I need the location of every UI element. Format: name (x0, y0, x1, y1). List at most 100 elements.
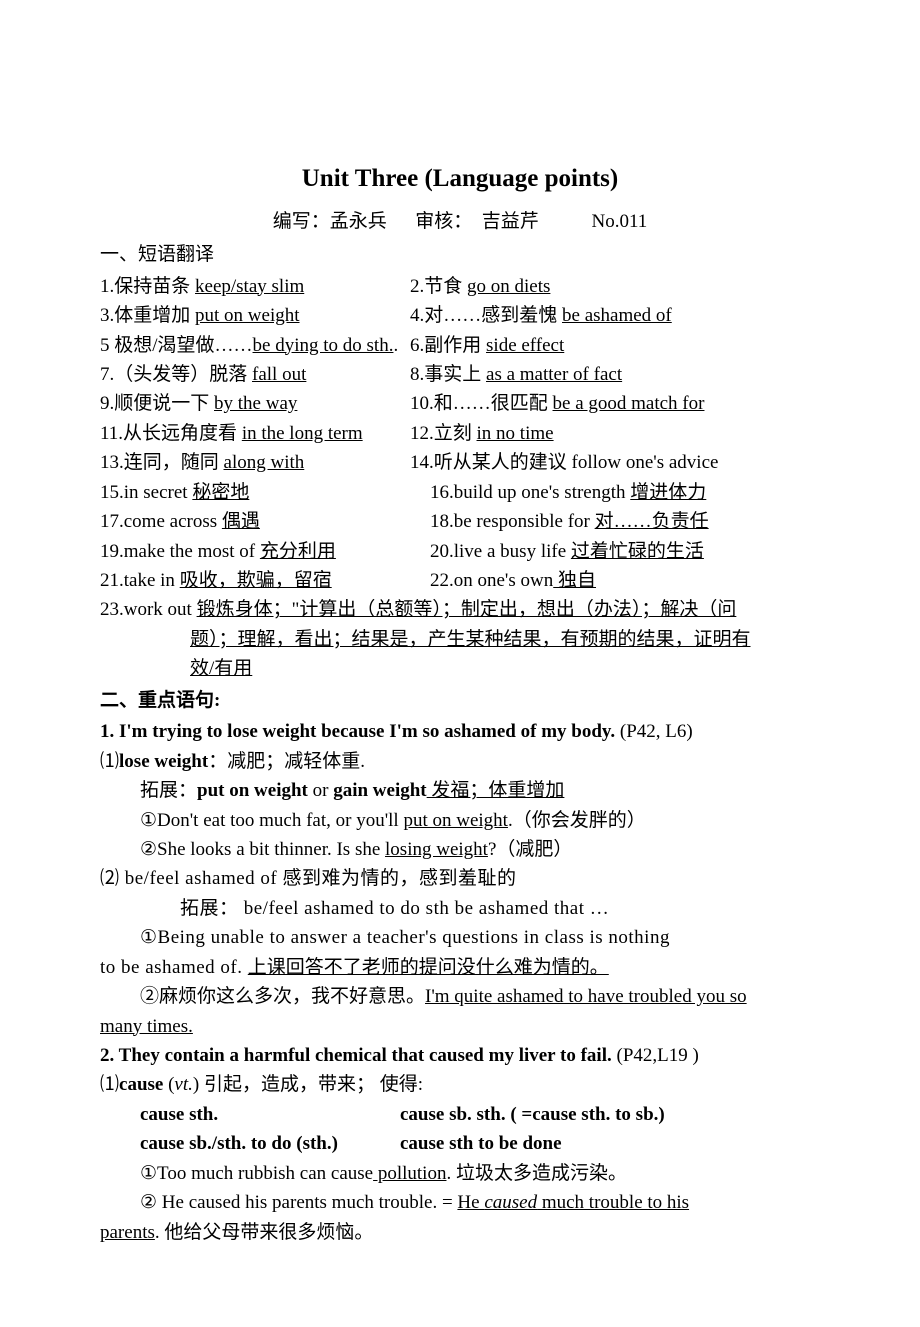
phrase-num: 13. (100, 452, 124, 473)
reviewer-name: 吉益芹 (482, 211, 539, 232)
phrase-en: along with (224, 452, 305, 473)
phrase-row: 17.come across 偶遇 18.be responsible for … (100, 507, 820, 536)
phrase-num: 10. (410, 393, 434, 414)
phrase-left: 5 极想/渴望做……be dying to do sth.. (100, 331, 410, 360)
ex-underline: 上课回答不了老师的提问没什么难为情的。 (248, 957, 609, 978)
phrase-en: work out (124, 599, 197, 620)
ex-text: ①Don't eat too much fat, or you'll (140, 810, 403, 831)
phrase-en: put on weight (195, 305, 300, 326)
phrase-num: 11. (100, 423, 123, 444)
phrase-en: take in (124, 570, 180, 591)
phrase-en: go on diets (467, 276, 550, 297)
phrase-row: 13.连同，随同 along with 14.听从某人的建议 follow on… (100, 448, 820, 477)
phrase-en: be responsible for (454, 511, 595, 532)
sub-def: ) 引起，造成，带来； 使得: (193, 1074, 423, 1095)
phrase-row: 15.in secret 秘密地 16.build up one's stren… (100, 478, 820, 507)
expand-term: gain weight (333, 780, 426, 801)
phrase-cn-line: 效/有用 (190, 658, 252, 679)
sentence-text: 2. They contain a harmful chemical that … (100, 1045, 612, 1066)
ex-underline: parents (100, 1222, 155, 1243)
phrase-row: 7.（头发等）脱落 fall out 8.事实上 as a matter of … (100, 360, 820, 389)
writer-label: 编写： (273, 211, 330, 232)
forms-row: cause sb./sth. to do (sth.) cause sth to… (100, 1129, 820, 1158)
phrase-en: come across (124, 511, 222, 532)
phrase-cn: 节食 (424, 276, 467, 297)
phrase-left: 11.从长远角度看 in the long term (100, 419, 410, 448)
phrase-num: 2. (410, 276, 424, 297)
phrase-23-cont: 题）；理解，看出；结果是，产生某种结果，有预期的结果，证明有 (100, 625, 820, 654)
phrase-cn: 对……感到羞愧 (424, 305, 562, 326)
phrase-en: side effect (486, 335, 564, 356)
phrase-left: 7.（头发等）脱落 fall out (100, 360, 410, 389)
form-left: cause sth. (140, 1100, 400, 1129)
sentence-text: 1. I'm trying to lose weight because I'm… (100, 721, 615, 742)
ex-text: ②She looks a bit thinner. Is she (140, 839, 385, 860)
sentence-1-expand: 拓展：put on weight or gain weight 发福；体重增加 (100, 776, 820, 805)
phrase-cn: 顺便说一下 (114, 393, 214, 414)
phrase-right: 2.节食 go on diets (410, 272, 820, 301)
reviewer-label: 审核： (415, 211, 472, 232)
phrase-num: 4. (410, 305, 424, 326)
phrase-cn: 连同，随同 (124, 452, 224, 473)
ex-underline: put on weight (403, 810, 508, 831)
phrase-num: 12. (410, 423, 434, 444)
example-line: ①Too much rubbish can cause pollution. 垃… (100, 1159, 820, 1188)
example-line: parents. 他给父母带来很多烦恼。 (100, 1218, 820, 1247)
phrase-cn-line: 锻炼身体；"计算出（总额等）；制定出，想出（办法）；解决（问 (197, 599, 737, 620)
document-page: Unit Three (Language points) 编写：孟永兵 审核： … (0, 0, 920, 1327)
phrase-right: 20.live a busy life 过着忙碌的生活 (430, 537, 704, 566)
phrase-left: 9.顺便说一下 by the way (100, 389, 410, 418)
phrase-num: 21. (100, 570, 124, 591)
example-line: ② He caused his parents much trouble. = … (100, 1188, 820, 1217)
doc-number: No.011 (592, 211, 648, 232)
form-right: cause sth to be done (400, 1129, 562, 1158)
phrase-num: 23. (100, 599, 124, 620)
forms-row: cause sth. cause sb. sth. ( =cause sth. … (100, 1100, 820, 1129)
sentence-1-sub2-expand: 拓展： be/feel ashamed to do sth be ashamed… (100, 894, 820, 923)
phrase-right: 16.build up one's strength 增进体力 (430, 478, 706, 507)
phrase-cn: 从长远角度看 (123, 423, 242, 444)
phrase-en: on one's own (454, 570, 553, 591)
sub-num: ⑴ (100, 1074, 119, 1095)
sentence-1-sub2: ⑵ be/feel ashamed of 感到难为情的，感到羞耻的 (100, 864, 820, 893)
phrase-num: 9. (100, 393, 114, 414)
writer-name: 孟永兵 (330, 211, 387, 232)
expand-label: 拓展： (140, 780, 197, 801)
form-left: cause sb./sth. to do (sth.) (140, 1129, 400, 1158)
phrase-left: 13.连同，随同 along with (100, 448, 410, 477)
phrase-cn: 秘密地 (192, 482, 249, 503)
phrase-dot: . (393, 335, 398, 356)
phrase-row: 11.从长远角度看 in the long term 12.立刻 in no t… (100, 419, 820, 448)
phrase-cn: 独自 (553, 570, 596, 591)
phrase-row: 9.顺便说一下 by the way 10.和……很匹配 be a good m… (100, 389, 820, 418)
phrase-en: make the most of (124, 541, 260, 562)
sub-term: lose weight (119, 751, 208, 772)
section-2-heading: 二、重点语句: (100, 686, 820, 715)
phrase-en: in no time (477, 423, 554, 444)
phrase-cn-line: 题）；理解，看出；结果是，产生某种结果，有预期的结果，证明有 (190, 629, 751, 650)
phrase-cn: （头发等）脱落 (114, 364, 252, 385)
ex-underline: losing weight (385, 839, 488, 860)
ex-text: to be ashamed of. (100, 957, 248, 978)
phrase-right: 6.副作用 side effect (410, 331, 820, 360)
sub-num: ⑴ (100, 751, 119, 772)
example-line: ②麻烦你这么多次，我不好意思。I'm quite ashamed to have… (100, 982, 820, 1011)
phrase-en: be dying to do sth. (253, 335, 394, 356)
phrase-en: live a busy life (454, 541, 571, 562)
expand-term: put on weight (197, 780, 308, 801)
phrase-left: 17.come across 偶遇 (100, 507, 430, 536)
phrase-cn: 和……很匹配 (434, 393, 553, 414)
ex-underline: much trouble to his (537, 1192, 689, 1213)
phrase-right: 12.立刻 in no time (410, 419, 820, 448)
phrase-right: 18.be responsible for 对……负责任 (430, 507, 709, 536)
example-line: to be ashamed of. 上课回答不了老师的提问没什么难为情的。 (100, 953, 820, 982)
ex-underline: many times. (100, 1016, 193, 1037)
example-line: ②She looks a bit thinner. Is she losing … (100, 835, 820, 864)
sentence-ref: (P42,L19 ) (612, 1045, 699, 1066)
phrase-num: 3. (100, 305, 114, 326)
form-right: cause sb. sth. ( =cause sth. to sb.) (400, 1100, 665, 1129)
sentence-ref: (P42, L6) (615, 721, 693, 742)
expand-or: or (308, 780, 333, 801)
phrase-cn: 极想/渴望做…… (114, 335, 252, 356)
phrase-en: keep/stay slim (195, 276, 304, 297)
